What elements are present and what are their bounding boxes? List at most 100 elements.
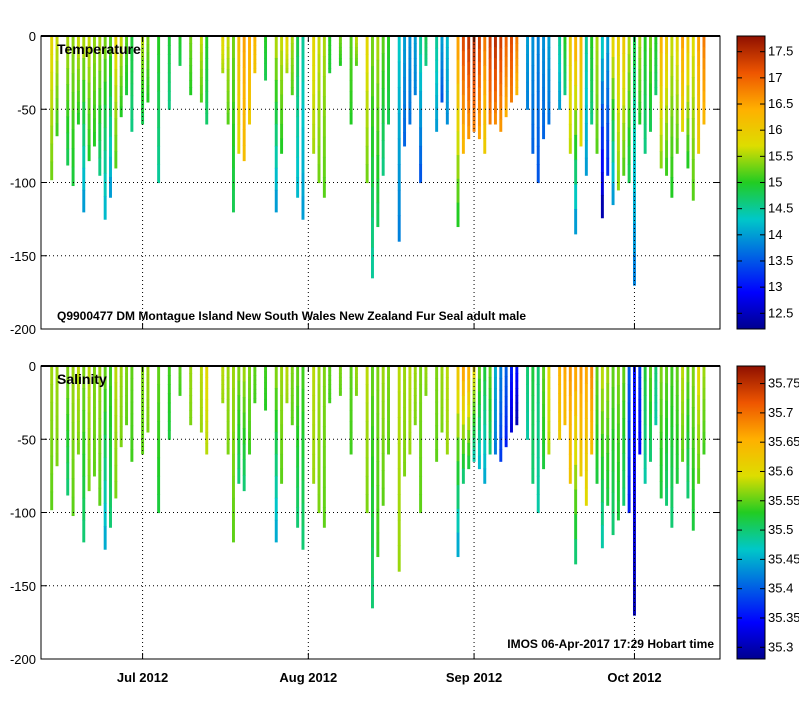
salinity-profile-cell <box>290 366 294 374</box>
salinity-profile-cell <box>654 366 658 374</box>
salinity-profile-cell <box>205 387 209 400</box>
temperature-profile-cell <box>296 156 300 178</box>
salinity-profile <box>199 366 203 433</box>
temperature-profile-cell <box>119 36 123 47</box>
temperature-profile-cell <box>584 122 588 141</box>
salinity-profile-cell <box>365 402 369 422</box>
temperature-profile-cell <box>526 72 529 83</box>
salinity-profile-cell <box>590 387 594 400</box>
temperature-profile-cell <box>221 40 225 46</box>
temperature-profile-cell <box>296 116 300 138</box>
temperature-profile <box>103 36 107 220</box>
temperature-profile-cell <box>146 44 150 54</box>
salinity-profile-cell <box>50 437 54 457</box>
temperature-profile-cell <box>595 36 599 52</box>
temperature-profile-cell <box>574 60 578 87</box>
temperature-profile-cell <box>686 52 690 70</box>
salinity-profile-cell <box>328 388 332 395</box>
salinity-profile <box>242 366 246 492</box>
salinity-profile-cell <box>178 384 182 389</box>
salinity-profile-cell <box>264 366 268 373</box>
temperature-profile-cell <box>488 46 492 59</box>
salinity-profile-cell <box>510 423 513 433</box>
salinity-profile-cell <box>643 366 647 382</box>
temperature-profile-cell <box>483 36 487 52</box>
salinity-profile-cell <box>119 396 123 407</box>
temperature-profile-cell <box>477 87 481 101</box>
temperature-profile-cell <box>483 50 487 66</box>
salinity-profile-cell <box>322 486 326 508</box>
salinity-profile-cell <box>483 424 487 440</box>
temperature-profile-cell <box>50 53 54 73</box>
salinity-profile-cell <box>606 487 610 506</box>
salinity-profile-cell <box>542 366 546 380</box>
salinity-profile-cell <box>253 366 257 372</box>
salinity-profile-cell <box>611 408 615 430</box>
salinity-profile-cell <box>697 468 701 484</box>
salinity-profile-cell <box>274 453 278 477</box>
salinity-profile-cell <box>354 373 358 378</box>
salinity-profile-cell <box>92 434 96 449</box>
salinity-profile-cell <box>226 431 230 444</box>
temperature-profile-cell <box>606 122 610 141</box>
salinity-profile-cell <box>488 409 492 422</box>
salinity-profile <box>702 366 706 455</box>
temperature-profile-cell <box>681 71 685 85</box>
salinity-profile-cell <box>50 473 54 493</box>
temperature-profile-cell <box>697 123 701 140</box>
salinity-profile <box>595 366 599 484</box>
temperature-profile-cell <box>691 118 695 140</box>
salinity-profile-cell <box>638 387 642 400</box>
salinity-profile-cell <box>665 487 669 506</box>
temperature-profile-cell <box>606 157 610 176</box>
temperature-profile-cell <box>301 127 305 152</box>
salinity-profile-cell <box>547 387 551 400</box>
salinity-profile-cell <box>526 430 529 440</box>
temperature-profile-cell <box>242 113 246 130</box>
temperature-profile-cell <box>387 57 390 70</box>
temperature-profile-cell <box>119 56 123 67</box>
temperature-profile-cell <box>376 36 380 61</box>
temperature-profile-cell <box>536 72 540 92</box>
temperature-profile-cell <box>622 157 626 176</box>
salinity-profile-cell <box>248 387 251 400</box>
temperature-profile-cell <box>600 126 604 151</box>
salinity-profile-cell <box>376 366 380 391</box>
salinity-profile <box>189 366 193 426</box>
salinity-profile-cell <box>649 401 652 415</box>
temperature-profile-cell <box>119 76 123 87</box>
salinity-profile-cell <box>157 439 161 459</box>
temperature-profile-cell <box>408 90 412 103</box>
salinity-profile-cell <box>109 406 112 428</box>
salinity-profile-cell <box>675 366 679 382</box>
salinity-profile-cell <box>665 470 669 489</box>
salinity-profile-cell <box>312 395 316 411</box>
salinity-profile-cell <box>547 409 551 422</box>
temperature-profile-cell <box>264 74 268 81</box>
salinity-profile-cell <box>531 453 535 470</box>
temperature-profile-cell <box>563 57 567 66</box>
temperature-profile-cell <box>515 79 519 88</box>
salinity-profile-cell <box>649 377 652 391</box>
temperature-profile-cell <box>584 70 588 89</box>
temperature-profile-cell <box>413 43 417 52</box>
temperature-profile-cell <box>221 49 225 55</box>
salinity-profile <box>76 366 80 455</box>
salinity-profile-cell <box>542 391 546 406</box>
temperature-profile-cell <box>274 167 278 191</box>
salinity-profile-cell <box>616 481 620 502</box>
salinity-profile-cell <box>130 437 134 450</box>
salinity-profile-cell <box>301 526 305 550</box>
temperature-profile-cell <box>590 36 594 48</box>
temperature-profile-cell <box>461 79 465 96</box>
salinity-profile-cell <box>638 442 642 455</box>
salinity-profile-cell <box>558 393 562 404</box>
temperature-profile-cell <box>424 39 428 44</box>
temperature-profile-cell <box>659 151 663 169</box>
temperature-profile-cell <box>424 54 428 59</box>
salinity-profile-cell <box>584 452 588 471</box>
temperature-profile-cell <box>675 65 679 81</box>
temperature-profile-cell <box>670 177 674 198</box>
salinity-profile-cell <box>665 383 669 402</box>
salinity-profile-cell <box>691 386 695 408</box>
